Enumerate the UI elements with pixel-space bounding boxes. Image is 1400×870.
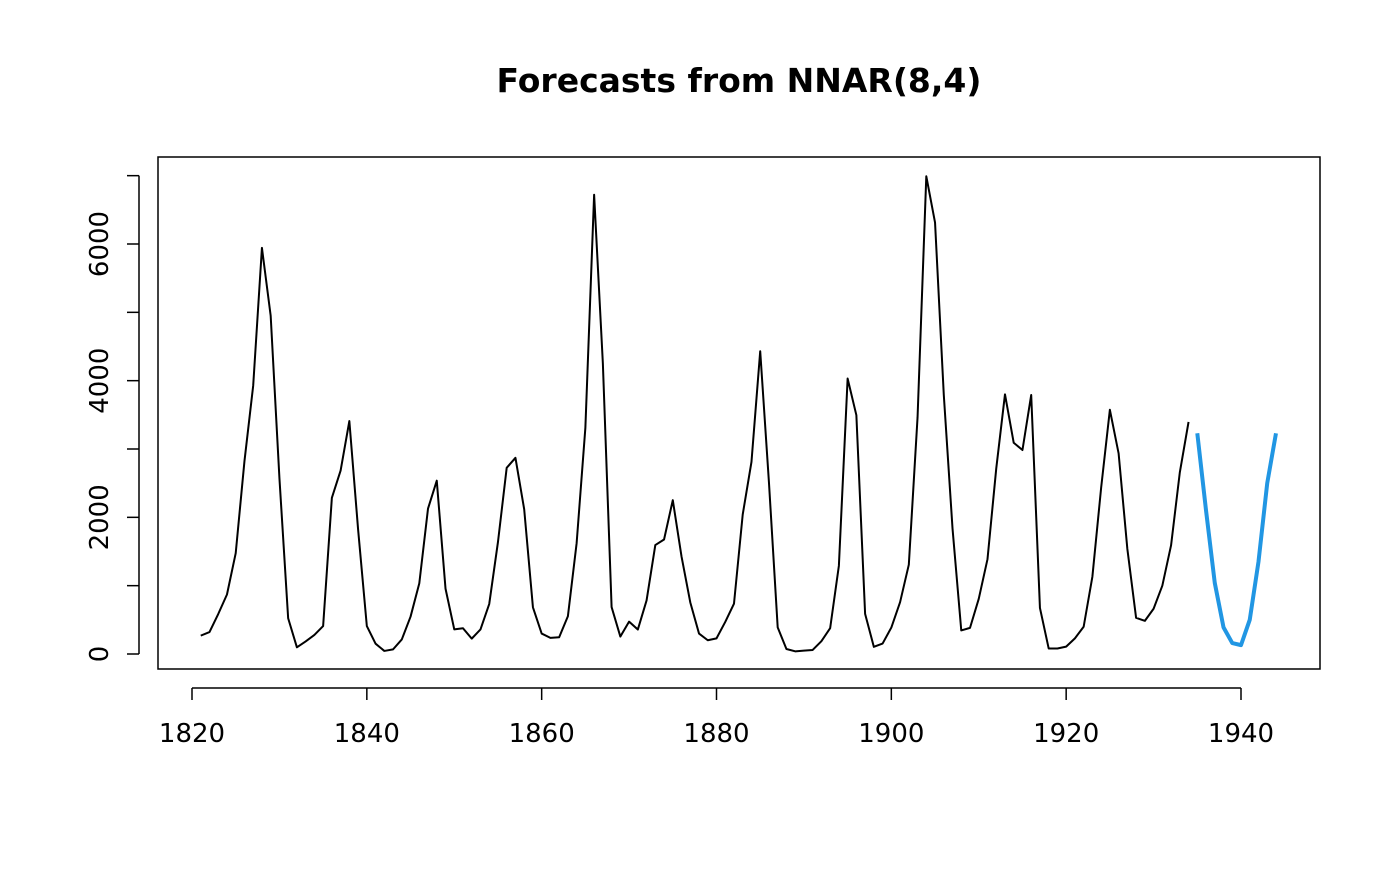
y-tick-label: 0 [85, 646, 115, 663]
chart-title: Forecasts from NNAR(8,4) [497, 61, 982, 100]
x-tick-label: 1820 [159, 719, 225, 749]
x-tick-label: 1860 [509, 719, 575, 749]
y-tick-label: 6000 [85, 211, 115, 277]
x-tick-label: 1940 [1208, 719, 1274, 749]
forecast-line [1195, 432, 1278, 648]
y-tick-label: 2000 [85, 484, 115, 550]
x-tick-label: 1900 [858, 719, 924, 749]
y-tick-label: 4000 [85, 348, 115, 414]
x-tick-label: 1920 [1033, 719, 1099, 749]
x-tick-label: 1880 [683, 719, 749, 749]
observed-line [200, 175, 1190, 653]
x-tick-label: 1840 [334, 719, 400, 749]
plot-frame [157, 156, 1321, 670]
